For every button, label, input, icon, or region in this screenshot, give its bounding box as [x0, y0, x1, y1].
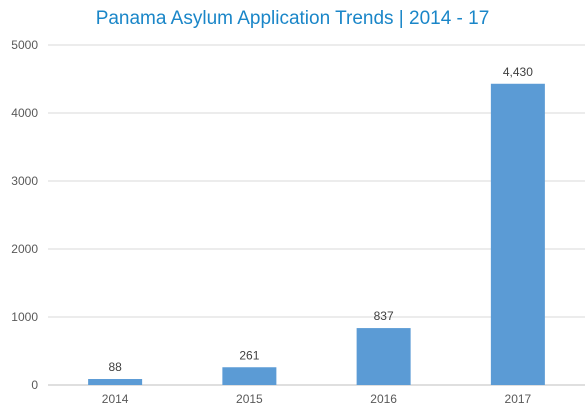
- y-tick-label: 0: [31, 378, 38, 392]
- data-label: 4,430: [503, 65, 533, 79]
- bar: [88, 379, 143, 385]
- data-label: 837: [374, 309, 394, 323]
- x-tick-label: 2017: [505, 392, 532, 406]
- bar: [356, 328, 411, 385]
- y-tick-label: 1000: [11, 310, 38, 324]
- x-tick-label: 2015: [236, 392, 263, 406]
- data-label: 88: [108, 360, 122, 374]
- x-tick-label: 2016: [370, 392, 397, 406]
- y-tick-label: 3000: [11, 174, 38, 188]
- data-label: 261: [239, 348, 259, 362]
- bar: [490, 83, 545, 385]
- x-tick-label: 2014: [102, 392, 129, 406]
- y-tick-label: 5000: [11, 38, 38, 52]
- y-tick-label: 4000: [11, 106, 38, 120]
- bar: [222, 367, 277, 385]
- chart-title: Panama Asylum Application Trends | 2014 …: [95, 8, 490, 29]
- y-tick-label: 2000: [11, 242, 38, 256]
